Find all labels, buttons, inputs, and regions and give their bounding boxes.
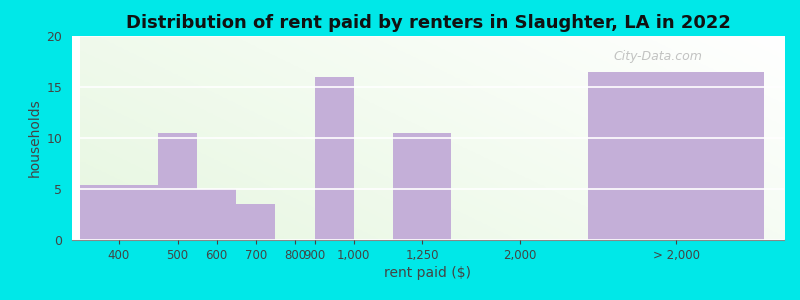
X-axis label: rent paid ($): rent paid ($) xyxy=(385,266,471,280)
Bar xyxy=(197,189,236,240)
Title: Distribution of rent paid by renters in Slaughter, LA in 2022: Distribution of rent paid by renters in … xyxy=(126,14,730,32)
Y-axis label: households: households xyxy=(28,99,42,177)
Bar xyxy=(80,185,158,240)
Text: City-Data.com: City-Data.com xyxy=(613,50,702,63)
Bar xyxy=(314,77,354,240)
Bar xyxy=(158,133,197,240)
Bar xyxy=(588,72,765,240)
Bar xyxy=(393,133,451,240)
Bar xyxy=(236,204,275,240)
